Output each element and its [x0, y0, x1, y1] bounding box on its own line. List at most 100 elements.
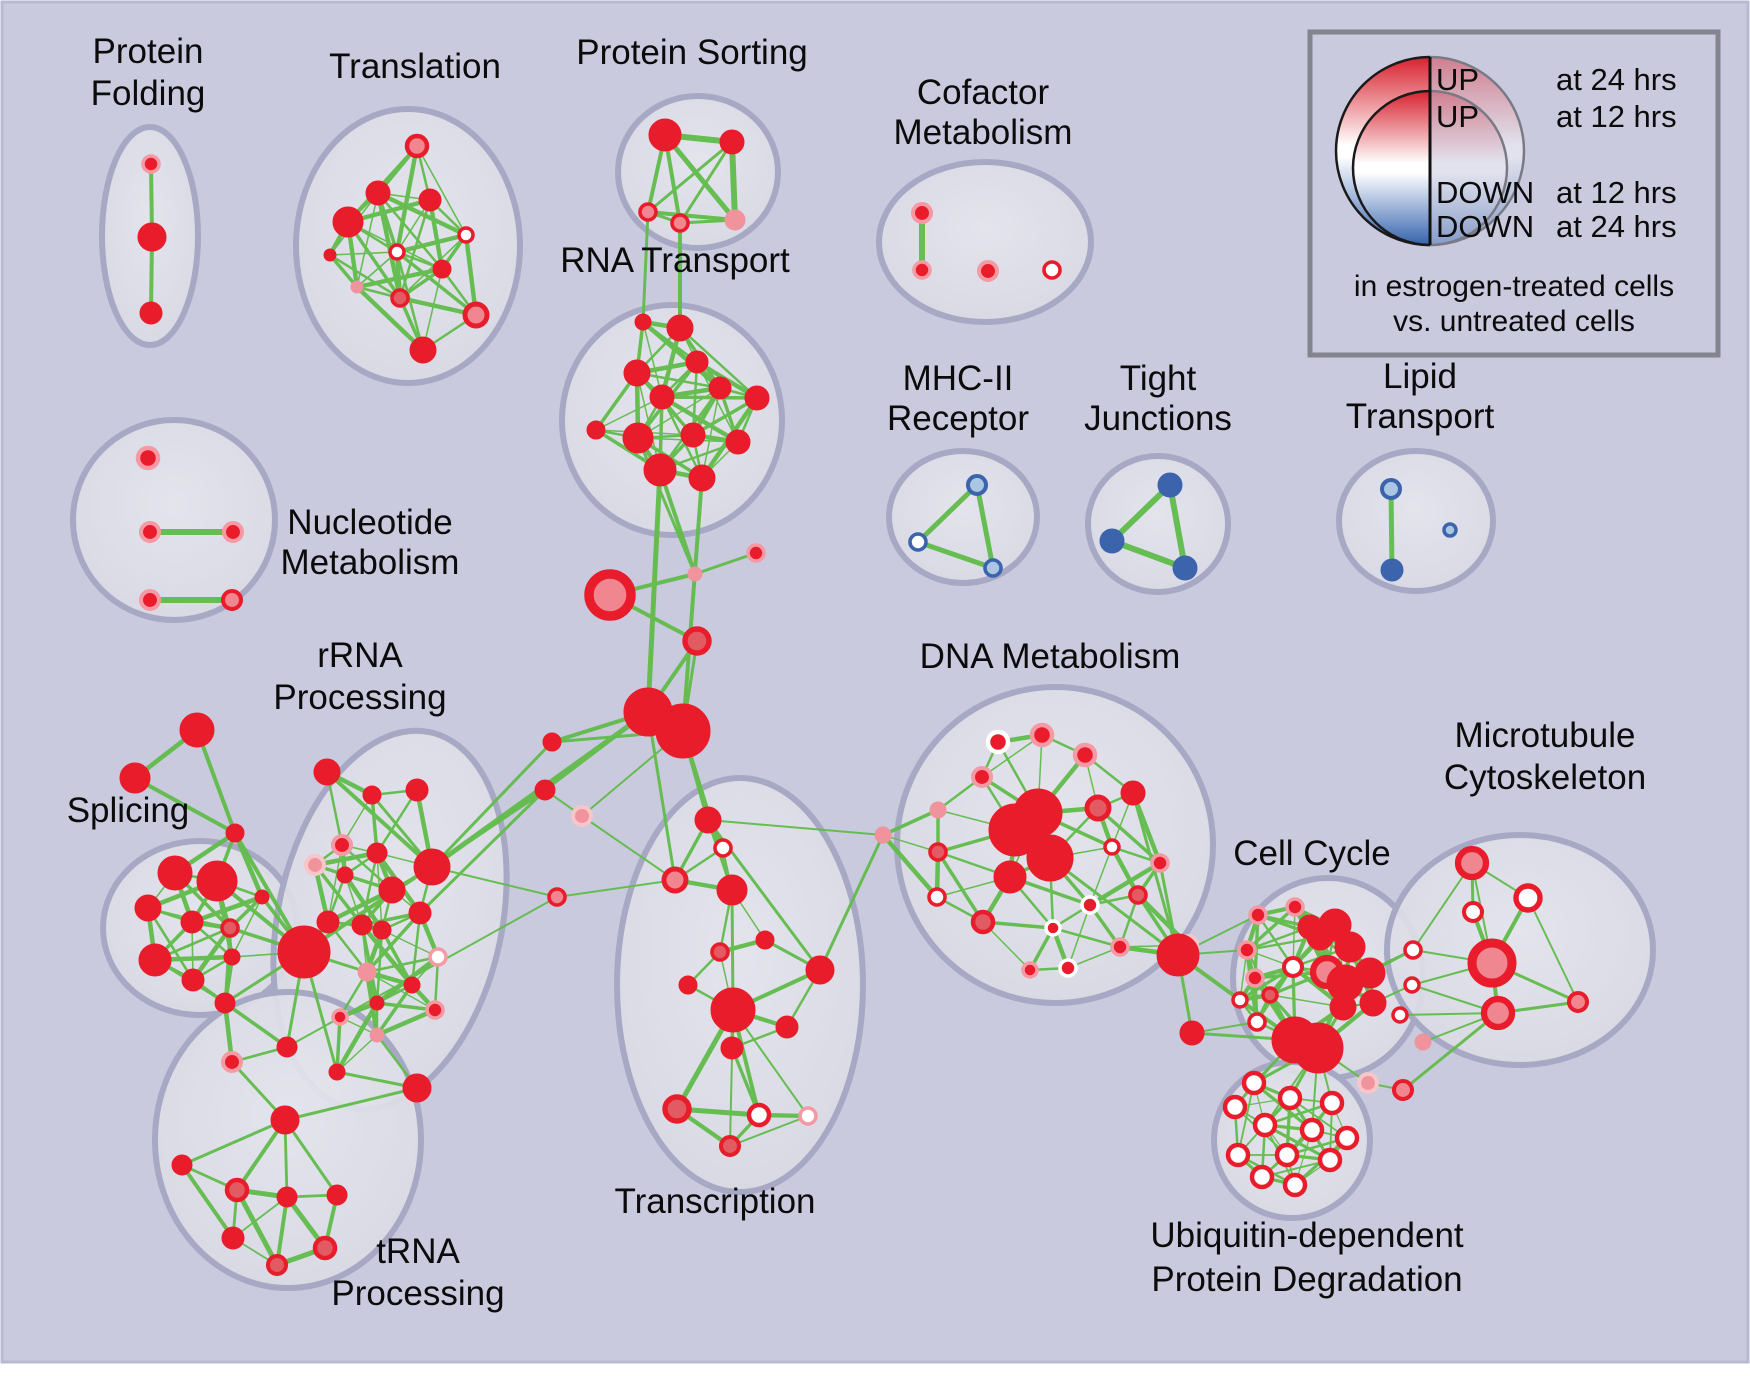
cluster-label-protein-folding: Protein — [93, 32, 204, 71]
cluster-ellipse-cofactor-metabolism — [876, 159, 1094, 325]
gene-node-splicing — [179, 712, 215, 748]
legend-time: at 12 hrs — [1556, 99, 1677, 134]
cluster-ellipse-lipid-transport — [1336, 448, 1496, 594]
interaction-edge — [375, 928, 384, 1005]
interaction-edge — [375, 788, 419, 855]
interaction-edge — [365, 911, 422, 974]
interaction-edge — [1109, 482, 1173, 544]
gene-node-trna-processing — [270, 1105, 300, 1135]
interaction-edge — [915, 482, 980, 545]
gene-node-nucleotide-metabolism — [138, 588, 162, 612]
gene-node-cell-cycle — [1237, 940, 1257, 960]
interaction-edge — [335, 1015, 342, 1074]
gene-node-rrna-processing — [408, 901, 432, 925]
gene-node-rrna-processing — [357, 962, 377, 982]
gene-node-dna-metabolism — [1120, 780, 1146, 806]
interaction-edge — [646, 140, 734, 214]
interaction-edge — [556, 879, 676, 898]
gene-node-transcription — [798, 1106, 818, 1126]
gene-node-transcription — [710, 942, 730, 962]
cluster-ellipse-trna-processing — [152, 989, 424, 1291]
gene-node-rrna-processing — [403, 976, 421, 994]
cluster-ellipse-transcription — [614, 775, 866, 1195]
gene-node-rna-transport — [643, 453, 677, 487]
gene-node-mhc-ii-receptor — [965, 473, 989, 497]
gene-node-nucleotide-metabolism — [220, 588, 244, 612]
cluster-label-dna-metabolism: DNA Metabolism — [920, 637, 1181, 676]
legend-term: DOWN — [1436, 209, 1534, 244]
gene-node-microtubule-cytoskeleton — [1356, 1071, 1380, 1095]
gene-node-microtubule-cytoskeleton — [1391, 1078, 1415, 1102]
gene-node-lipid-transport — [1379, 477, 1403, 501]
interaction-edge — [328, 253, 359, 289]
gene-node-translation — [409, 336, 437, 364]
gene-node-dna-metabolism — [1156, 933, 1200, 977]
gene-node-cell-cycle — [1359, 989, 1387, 1017]
cluster-label-protein-sorting: Protein Sorting — [576, 33, 808, 72]
legend-term: UP — [1436, 62, 1479, 97]
gene-node-cofactor-metabolism — [1042, 260, 1062, 280]
gene-node-rrna-processing — [328, 1063, 346, 1081]
gene-node-dna-metabolism — [993, 860, 1027, 894]
gene-node-protein-folding — [141, 154, 161, 174]
interaction-edge — [1401, 1011, 1500, 1092]
gene-node-rrna-processing — [378, 876, 406, 904]
cluster-label-ubiquitin-degradation: Ubiquitin-dependent — [1150, 1216, 1464, 1255]
gene-node-rrna-processing — [372, 920, 392, 940]
interaction-edge — [1388, 486, 1395, 573]
gene-node-ubiquitin-degradation — [1222, 1094, 1248, 1120]
gene-node-microtubule-cytoskeleton — [1403, 976, 1421, 994]
gene-node-microtubule-cytoskeleton — [1566, 990, 1590, 1014]
gene-node-splicing — [254, 889, 270, 905]
gene-node-rna-transport — [634, 313, 652, 331]
interaction-edge — [356, 251, 398, 288]
gene-node-microtubule-cytoskeleton — [1513, 883, 1543, 913]
gene-node-transcription — [805, 955, 835, 985]
gene-node-dna-metabolism — [1084, 794, 1112, 822]
gene-node-splicing — [214, 992, 236, 1014]
cluster-label-transcription: Transcription — [615, 1182, 816, 1221]
interaction-edge — [365, 955, 440, 974]
gene-node-rrna-processing — [405, 778, 429, 802]
interaction-edge — [915, 539, 996, 571]
gene-node-splicing — [220, 1050, 244, 1074]
interaction-edge — [375, 983, 414, 1037]
cluster-label-rna-transport: RNA Transport — [560, 241, 790, 280]
gene-node-splicing — [277, 925, 331, 979]
gene-node-trna-processing — [276, 1186, 298, 1208]
gene-node-rrna-processing — [369, 1027, 385, 1043]
interaction-edge — [328, 253, 402, 300]
gene-node-dna-metabolism — [1110, 937, 1130, 957]
cluster-ellipse-mhc-ii-receptor — [886, 448, 1040, 586]
interaction-edge — [180, 1118, 287, 1167]
legend-caption: in estrogen-treated cells — [1354, 270, 1674, 303]
legend-caption: vs. untreated cells — [1393, 305, 1635, 338]
cluster-ellipse-microtubule-cytoskeleton — [1384, 832, 1656, 1068]
interaction-edge — [693, 551, 758, 576]
gene-node-splicing — [223, 948, 241, 966]
interaction-edge — [359, 922, 415, 988]
gene-node-ubiquitin-degradation — [1225, 1142, 1251, 1168]
gene-node-translation — [388, 243, 406, 261]
cluster-label-trna-processing: Processing — [331, 1274, 504, 1313]
interaction-edge — [646, 710, 677, 882]
gene-node-dna-metabolism — [1080, 895, 1100, 915]
cluster-label-cofactor-metabolism: Cofactor — [917, 73, 1050, 112]
interaction-edge — [286, 896, 558, 1048]
gene-node-dna-metabolism — [1044, 919, 1062, 937]
gene-node-rrna-processing — [366, 842, 388, 864]
interaction-edge — [637, 387, 721, 439]
interaction-edge — [325, 770, 434, 869]
gene-node-rna-transport — [725, 429, 751, 455]
gene-node-splicing — [225, 823, 245, 843]
interaction-edge — [729, 1009, 734, 1147]
gene-node-translation — [390, 288, 410, 308]
gene-node-rrna-processing — [313, 758, 341, 786]
interaction-edge — [645, 467, 663, 715]
gene-node-rrna-processing — [425, 1000, 445, 1020]
interaction-edge — [1051, 926, 1122, 949]
gene-node-rna-transport — [688, 464, 716, 492]
legend: UP at 24 hrs UP at 12 hrs DOWN at 12 hrs DOWN a… — [1307, 29, 1721, 358]
gene-node-cell-cycle — [1306, 923, 1334, 951]
gene-node-protein-folding — [137, 222, 167, 252]
